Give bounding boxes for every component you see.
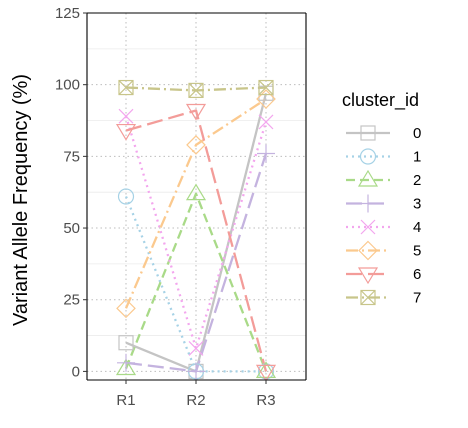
legend-label-1: 1 [413, 149, 421, 166]
data-point-5-R2 [186, 135, 206, 155]
y-tick-label: 50 [63, 220, 80, 237]
legend-item-0: 0 [346, 125, 421, 142]
y-tick-label: 0 [72, 363, 80, 380]
legend-key-marker-2 [357, 169, 379, 187]
legend-key-marker-0 [360, 125, 376, 141]
legend-item-4: 4 [346, 219, 421, 236]
y-tick-label: 25 [63, 292, 80, 309]
y-tick-label: 75 [63, 148, 80, 165]
legend-key-marker-7 [360, 289, 376, 306]
data-point-1-R1 [117, 188, 135, 205]
data-point-5-R1 [116, 298, 136, 319]
legend-label-7: 7 [413, 290, 421, 307]
data-point-7-R1 [118, 79, 134, 96]
legend-label-4: 4 [413, 219, 421, 236]
data-point-2-R1 [115, 358, 137, 376]
legend-label-5: 5 [413, 243, 421, 260]
data-point-5-R3 [256, 89, 276, 109]
legend-key-marker-1 [359, 148, 377, 165]
legend-key-marker-3 [359, 194, 377, 213]
data-point-2-R2 [185, 183, 207, 201]
legend-item-1: 1 [346, 148, 421, 166]
data-point-3-R3 [257, 144, 275, 163]
series-line-1 [124, 196, 266, 373]
x-tick-label: R3 [256, 392, 275, 409]
data-point-6-R1 [115, 123, 137, 141]
legend-label-6: 6 [413, 266, 421, 283]
y-tick-label: 100 [55, 77, 80, 94]
data-point-6-R2 [185, 103, 207, 121]
data-point-1-R3 [257, 363, 275, 380]
legend-item-5: 5 [346, 240, 421, 261]
data-point-7-R2 [188, 82, 204, 99]
data-point-3-R2 [187, 362, 205, 381]
x-tick-label: R2 [186, 392, 205, 409]
legend-label-2: 2 [413, 172, 421, 189]
data-point-0-R1 [118, 335, 134, 351]
legend-label-0: 0 [413, 125, 421, 142]
legend-item-3: 3 [346, 194, 421, 213]
legend-label-3: 3 [413, 196, 421, 213]
data-point-7-R3 [258, 79, 274, 96]
legend-key-marker-4 [360, 219, 376, 235]
data-point-4-R1 [118, 108, 134, 124]
data-point-2-R3 [255, 361, 277, 378]
data-point-3-R1 [117, 353, 135, 372]
legend-item-2: 2 [346, 169, 421, 189]
legend-title: cluster_id [342, 90, 419, 111]
x-tick-label: R1 [116, 392, 135, 409]
data-point-4-R3 [258, 114, 274, 130]
series-line-6 [125, 109, 268, 372]
data-point-4-R2 [188, 341, 204, 356]
series-line-2 [124, 192, 268, 372]
series-line-5 [124, 98, 267, 309]
legend-item-7: 7 [346, 290, 421, 307]
y-axis-title: Variant Allele Frequency (%) [10, 74, 32, 326]
data-point-6-R3 [255, 364, 277, 382]
legend-key-marker-5 [358, 240, 378, 261]
plot-panel [87, 13, 306, 380]
legend-item-6: 6 [346, 266, 421, 285]
y-tick-label: 125 [55, 5, 80, 22]
legend-key-marker-6 [357, 267, 379, 285]
